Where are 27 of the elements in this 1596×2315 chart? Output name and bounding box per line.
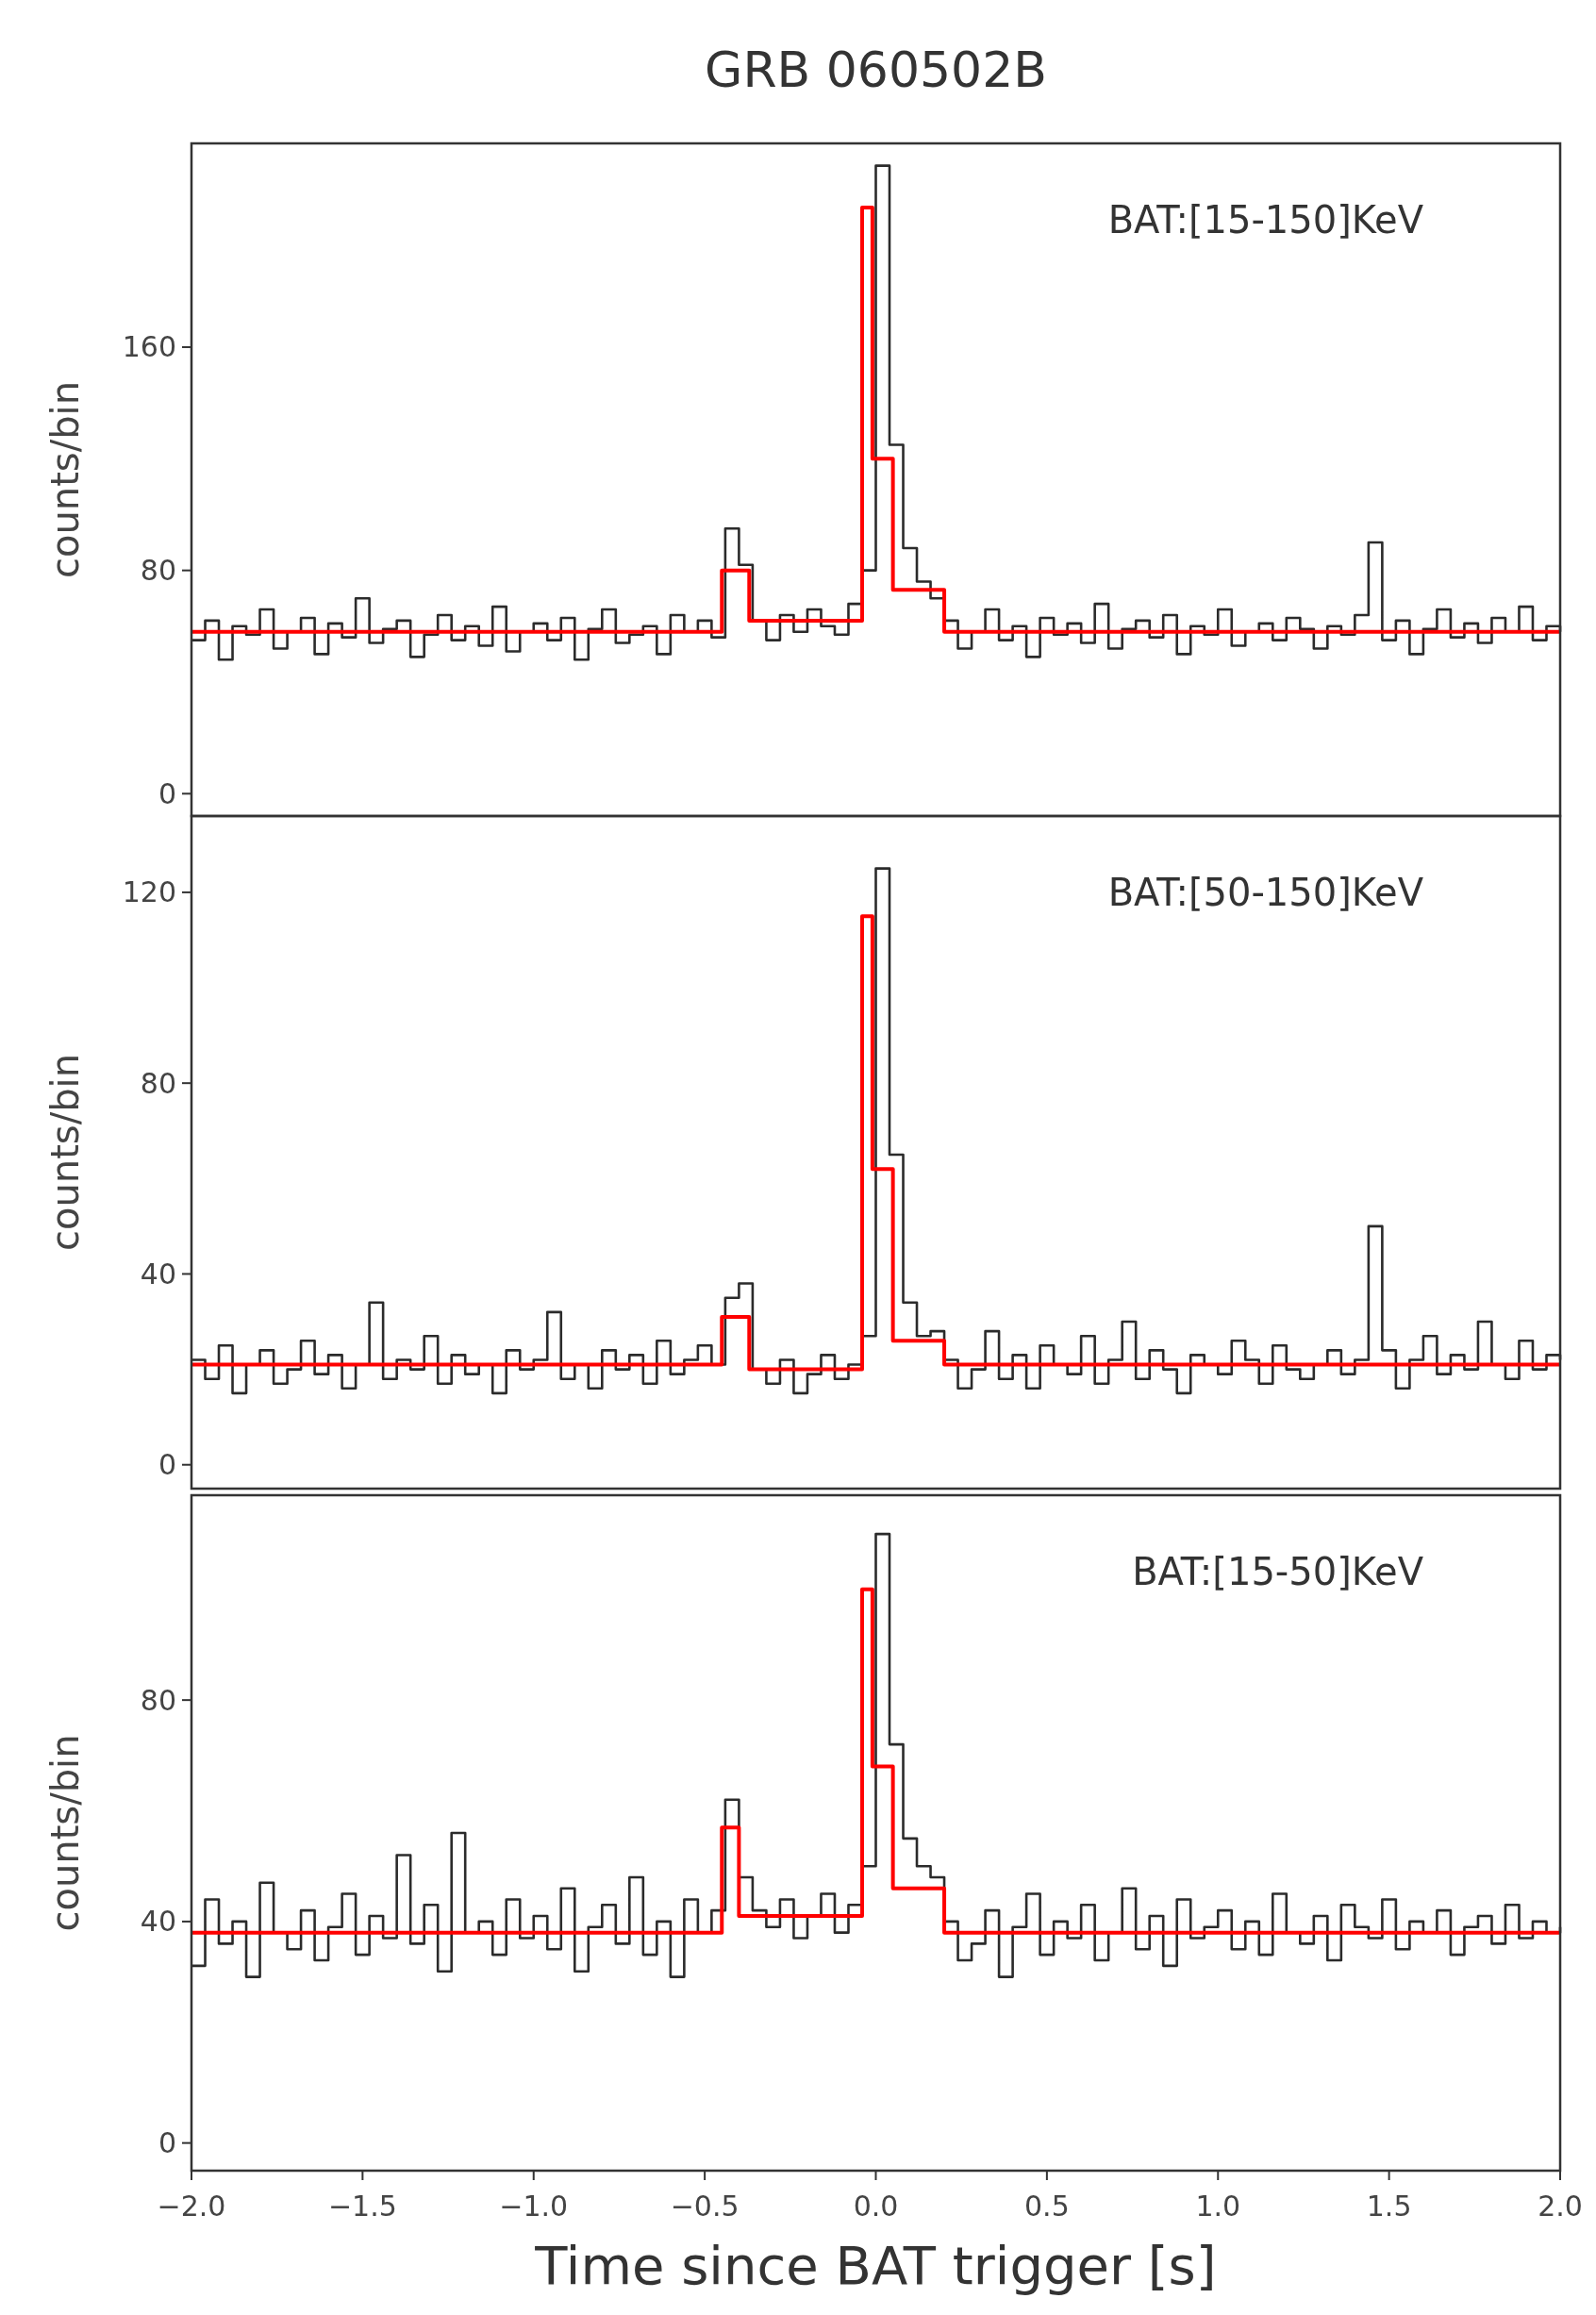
x-tick-label: −1.5 (327, 2190, 397, 2223)
y-axis-title: counts/bin (43, 1053, 87, 1252)
x-tick-label: 2.0 (1538, 2190, 1583, 2223)
y-axis-title: counts/bin (43, 1734, 87, 1932)
x-tick-label: −0.5 (670, 2190, 740, 2223)
annotation: BAT:[50-150]KeV (1107, 871, 1424, 914)
x-tick-label: 0.0 (853, 2190, 899, 2223)
y-tick-label: 80 (140, 1683, 176, 1717)
y-tick-label: 120 (122, 875, 176, 909)
y-tick-label: 0 (158, 776, 176, 810)
x-tick-label: 0.5 (1024, 2190, 1070, 2223)
x-tick-label: 1.5 (1366, 2190, 1412, 2223)
x-tick-label: 1.0 (1195, 2190, 1241, 2223)
y-tick-label: 80 (140, 554, 176, 588)
x-axis-title: Time since BAT trigger [s] (534, 2235, 1217, 2296)
y-tick-label: 0 (158, 1448, 176, 1482)
chart-title: GRB 060502B (705, 42, 1047, 98)
y-axis-title: counts/bin (43, 380, 87, 579)
annotation: BAT:[15-50]KeV (1132, 1550, 1424, 1593)
x-tick-label: −2.0 (157, 2190, 226, 2223)
y-tick-label: 40 (140, 1905, 176, 1939)
y-tick-label: 40 (140, 1257, 176, 1291)
y-tick-label: 0 (158, 2126, 176, 2160)
x-tick-label: −1.0 (499, 2190, 569, 2223)
y-tick-label: 160 (122, 330, 176, 364)
annotation: BAT:[15-150]KeV (1107, 198, 1424, 241)
y-tick-label: 80 (140, 1066, 176, 1100)
